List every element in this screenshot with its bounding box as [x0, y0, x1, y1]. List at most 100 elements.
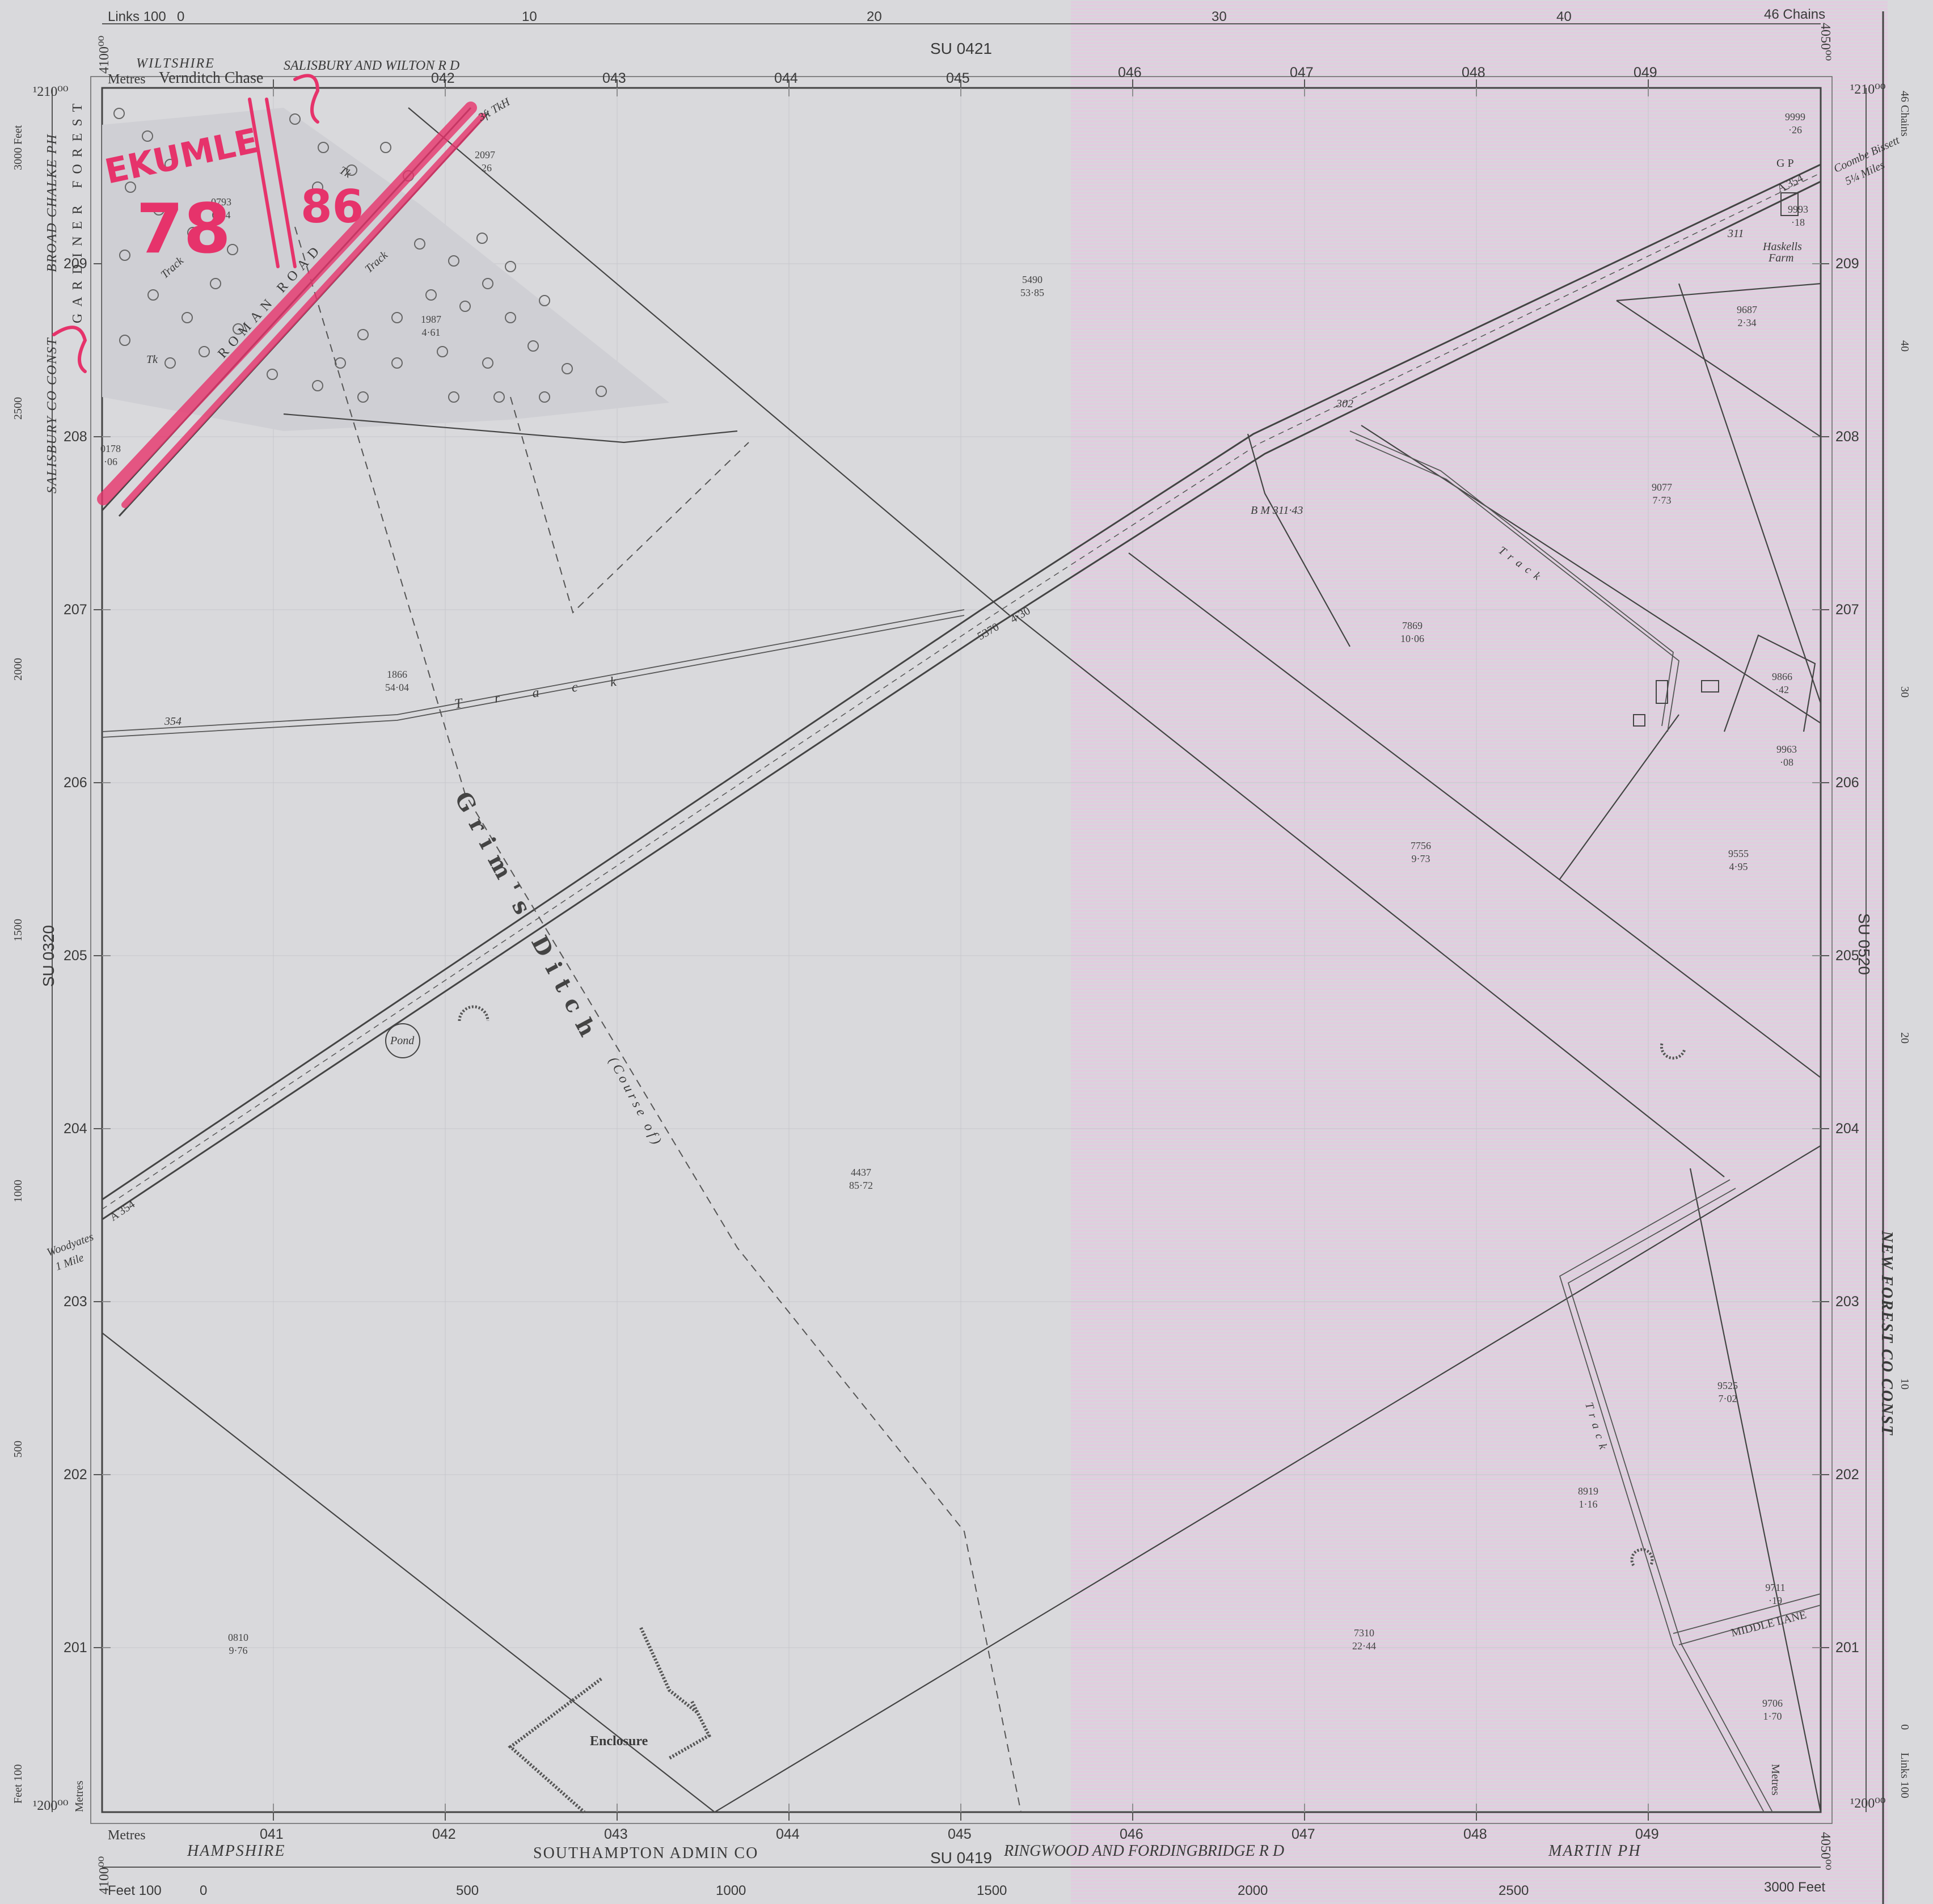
broad-chalke-ph: BROAD CHALKE PH	[45, 133, 60, 272]
north-200-right: ¹200⁰⁰	[1850, 1796, 1886, 1811]
easting-bottom: 046	[1120, 1826, 1143, 1842]
northing-right: 202	[1835, 1467, 1859, 1483]
chains-right-tick: 30	[1898, 686, 1911, 698]
feet-bottom-tick: 1000	[716, 1883, 746, 1898]
northing-right: 207	[1835, 602, 1859, 618]
northing-right: 205	[1835, 948, 1859, 964]
new-forest-co-const: NEW FOREST CO CONST	[1878, 1231, 1896, 1436]
northing-left: 209	[64, 256, 87, 272]
parcel-label: 9711·19	[1765, 1582, 1786, 1606]
easting-bottom: 047	[1292, 1826, 1315, 1842]
field-boundaries	[102, 107, 1822, 1813]
metres-top-label: Metres	[108, 72, 146, 87]
earthwork-symbol-3	[1630, 1548, 1654, 1567]
chains-right-tick: 0	[1898, 1724, 1911, 1730]
pond-symbol	[385, 1023, 420, 1058]
spot-311: 311	[1728, 227, 1744, 240]
north-210-right: ¹210⁰⁰	[1850, 82, 1886, 97]
north-210-left: ¹210⁰⁰	[33, 85, 69, 99]
easting-bottom: 043	[604, 1826, 628, 1842]
feet-bottom-tick: 2000	[1238, 1883, 1268, 1898]
feet-bottom-tick: 500	[456, 1883, 479, 1898]
sheet-ref-right: SU 0520	[1855, 913, 1873, 975]
earthwork-symbol-2	[1660, 1043, 1686, 1060]
links-top-tick: 30	[1212, 9, 1227, 24]
pink-tinted-area	[1071, 0, 1888, 1904]
corner-tr: 4050⁰⁰	[1818, 23, 1833, 61]
sheet-ref-left: SU 0320	[40, 925, 57, 987]
feet-left-tick: 1500	[12, 919, 24, 942]
feet-left-tick: 1000	[12, 1180, 24, 1202]
pond-label: Pond	[390, 1035, 415, 1047]
northing-left: 204	[64, 1121, 87, 1137]
highlighter-marks	[52, 74, 486, 508]
parcel-label: 9706 1·70	[1762, 1698, 1783, 1722]
martin-ph: MARTIN PH	[1548, 1842, 1641, 1860]
tracks	[102, 430, 1821, 1813]
northing-right: 208	[1835, 429, 1859, 445]
parcel-label: 7756 9·73	[1411, 840, 1431, 864]
feet-bottom-tick: 2500	[1499, 1883, 1529, 1898]
spot-302: 302	[1336, 398, 1353, 410]
easting-top: 044	[774, 70, 798, 86]
gardiner-forest: GARDINER FOREST	[70, 96, 85, 323]
easting-bottom: 044	[776, 1826, 800, 1842]
easting-top: 043	[602, 70, 626, 86]
northing-right: 204	[1835, 1121, 1859, 1137]
easting-top: 046	[1118, 65, 1142, 81]
parcel-label: 4437 85·72	[849, 1167, 873, 1191]
woodland-trees	[113, 108, 607, 403]
chains-right-tick: 10	[1898, 1378, 1911, 1390]
links-top-tick: 10	[522, 9, 537, 24]
feet-bottom-tick: 0	[200, 1883, 208, 1898]
feet-left-tick: 500	[12, 1441, 24, 1458]
parcel-label: 5490 53·85	[1020, 274, 1044, 298]
easting-top: 049	[1634, 65, 1657, 81]
easting-bottom: 042	[432, 1826, 456, 1842]
feet-bottom-end: 3000 Feet	[1764, 1880, 1826, 1895]
feet-bottom-label: Feet 100	[108, 1883, 162, 1898]
northing-left: 206	[64, 775, 87, 791]
northing-left: 201	[64, 1640, 87, 1656]
easting-top: 047	[1290, 65, 1314, 81]
sheet-ref-top: SU 0421	[930, 40, 992, 57]
parcel-label: 0178·06	[100, 443, 121, 467]
benchmark-label: B M 311·43	[1251, 504, 1303, 517]
southampton-admin: SOUTHAMPTON ADMIN CO	[533, 1844, 759, 1862]
northing-left: 205	[64, 948, 87, 964]
a354-road	[102, 163, 1821, 1221]
verditch-chase: Vernditch Chase	[159, 69, 264, 87]
parcel-label: 9687 2·34	[1737, 304, 1757, 328]
feet-bottom-tick: 1500	[977, 1883, 1007, 1898]
feet-left-label: 3000 Feet	[12, 125, 24, 170]
parcel-label: 9525 7·02	[1717, 1380, 1738, 1404]
chains-right-tick: 40	[1898, 340, 1911, 352]
northing-right: 203	[1835, 1294, 1859, 1310]
handwritten-annotation: 78	[136, 190, 231, 269]
easting-top: 048	[1462, 65, 1485, 81]
northing-left: 208	[64, 429, 87, 445]
north-200-left: ¹200⁰⁰	[33, 1799, 69, 1813]
spot-354: 354	[164, 715, 182, 728]
tk-label: Tk	[146, 353, 158, 366]
county-hampshire: HAMPSHIRE	[187, 1842, 286, 1860]
links-top-tick: 40	[1556, 9, 1572, 24]
handwritten-annotation: 86	[301, 180, 364, 233]
easting-bottom: 049	[1635, 1826, 1659, 1842]
easting-top: 042	[431, 70, 455, 86]
chains-right-tick: 20	[1898, 1032, 1911, 1044]
easting-bottom: 045	[948, 1826, 972, 1842]
grid-lines	[102, 88, 1821, 1812]
parcel-label: 2097·26	[475, 149, 495, 174]
metres-right-label: Metres	[1769, 1764, 1782, 1796]
salisbury-co-const: SALISBURY CO CONST	[45, 337, 60, 493]
parcel-label: 0793 6·54	[211, 196, 231, 221]
links-top-tick: 0	[177, 9, 185, 24]
earthwork-symbol	[458, 1005, 489, 1021]
easting-bottom: 048	[1463, 1826, 1487, 1842]
corner-tl: 4100⁰⁰	[97, 35, 112, 74]
parcel-label: 7310 22·44	[1352, 1627, 1376, 1652]
sheet-ref-bottom: SU 0419	[930, 1849, 992, 1867]
links-top-label: Links 100	[108, 9, 166, 24]
